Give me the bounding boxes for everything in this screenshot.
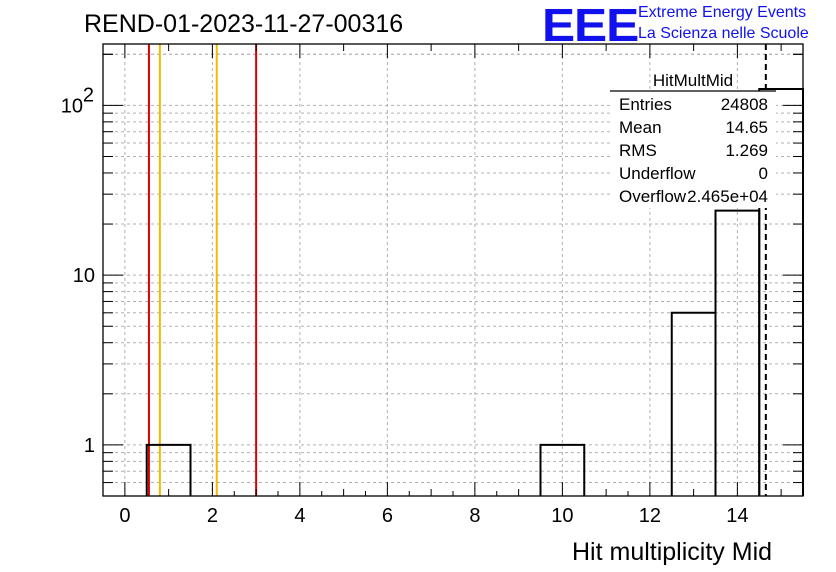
- stats-value: 14.65: [725, 118, 768, 137]
- x-tick-label: 12: [639, 505, 661, 527]
- stats-box: HitMultMid Entries 24808 Mean 14.65 RMS 1.269…: [610, 71, 776, 208]
- stats-label: RMS: [619, 141, 657, 160]
- stats-label: Underflow: [619, 164, 696, 183]
- x-tick-label: 8: [469, 505, 480, 527]
- histogram-bin: [145, 443, 192, 496]
- run-title: REND-01-2023-11-27-00316: [84, 10, 404, 38]
- x-tick-label: 4: [294, 505, 305, 527]
- stats-label: Mean: [619, 118, 662, 137]
- x-tick-label: 14: [726, 505, 748, 527]
- stats-value: 2.465e+04: [687, 187, 768, 206]
- y-tick-exponent: 2: [83, 84, 94, 106]
- grid-lines: [103, 44, 803, 497]
- y-tick-label: 10: [73, 265, 95, 287]
- histogram-bin: [539, 443, 586, 496]
- stats-label: Entries: [619, 95, 672, 114]
- x-tick-label: 10: [551, 505, 573, 527]
- x-axis-title: Hit multiplicity Mid: [572, 538, 773, 566]
- x-tick-label: 0: [119, 505, 130, 527]
- x-tick-label: 2: [207, 505, 218, 527]
- logo-subtitle-line1: Extreme Energy Events: [638, 4, 807, 21]
- x-tick-label: 6: [382, 505, 393, 527]
- eee-logo: EEE: [542, 0, 639, 51]
- stats-box-bg: [610, 91, 776, 208]
- stats-value: 1.269: [725, 141, 768, 160]
- stats-value: 0: [759, 164, 768, 183]
- y-tick-label: 10: [61, 95, 83, 117]
- stats-label: Overflow: [619, 187, 687, 206]
- stats-value: 24808: [721, 95, 768, 114]
- stats-box-title: HitMultMid: [653, 71, 733, 90]
- histogram-bin: [670, 311, 717, 496]
- logo-subtitle-line2: La Scienza nelle Scuole: [638, 25, 809, 42]
- y-tick-label: 1: [84, 435, 95, 457]
